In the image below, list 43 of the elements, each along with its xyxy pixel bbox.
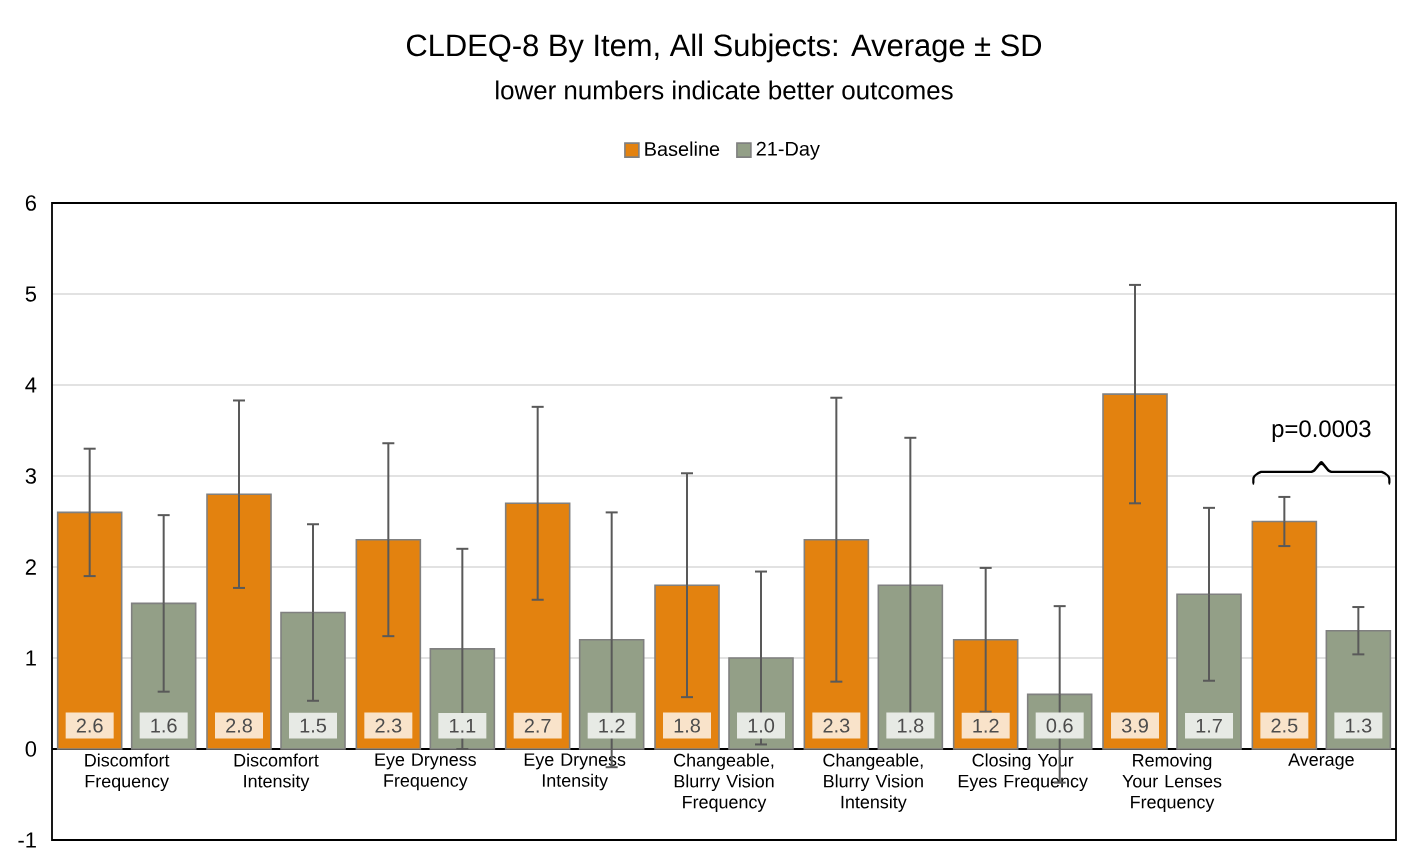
data-label: 2.6 [76,718,103,733]
x-tick-label: Average [1288,753,1354,770]
data-label: 1.6 [151,718,177,733]
data-label: 1.8 [898,718,924,733]
x-tick-label: Discomfort Frequency [85,753,170,792]
y-tick-label: 5 [25,286,37,302]
y-tick-label: 3 [25,468,36,484]
x-tick-label: Changeable, Blurry Vision Intensity [823,753,923,812]
x-tick-label: Changeable, Blurry Vision Frequency [674,753,774,812]
x-tick-label: Removing Your Lenses Frequency [1122,753,1222,812]
data-label: 1.1 [450,718,476,733]
annotation: p=0.0003 [1272,420,1371,442]
y-tick-label: 4 [25,377,37,393]
data-label: 1.7 [1196,718,1222,733]
data-label: 2.8 [226,718,252,733]
data-label: 3.9 [1121,718,1148,733]
data-label: 2.3 [823,718,850,733]
legend-label: 21-Day [756,141,820,160]
data-label: 1.8 [674,718,700,733]
x-tick-label: Discomfort Intensity [234,753,319,792]
y-tick-label: 2 [25,559,36,575]
x-tick-label: Eye Dryness Frequency [375,753,476,791]
data-label: 1.5 [300,718,327,733]
bar [56,511,123,750]
bar [206,493,272,750]
data-label: 0.6 [1046,718,1073,733]
data-label: 2.5 [1271,718,1298,733]
data-label: 1.3 [1346,718,1372,733]
bar [1251,520,1318,750]
data-label: 1.2 [599,718,625,733]
y-tick-label: -1 [18,832,36,848]
bar [504,502,571,750]
data-label: 1.2 [973,718,999,733]
data-label: 1.0 [748,718,775,733]
legend-label: Baseline [645,141,720,157]
data-label: 2.7 [524,718,551,733]
data-label: 2.3 [375,718,402,733]
y-tick-label: 1 [26,650,36,666]
chart-title: CLDEQ-8 By Item, All Subjects: Average ± SD [406,33,1042,63]
y-tick-label: 0 [25,741,37,757]
chart-subtitle: lower numbers indicate better outcomes [496,80,953,100]
bar [1102,393,1168,750]
y-tick-label: 6 [25,195,36,211]
